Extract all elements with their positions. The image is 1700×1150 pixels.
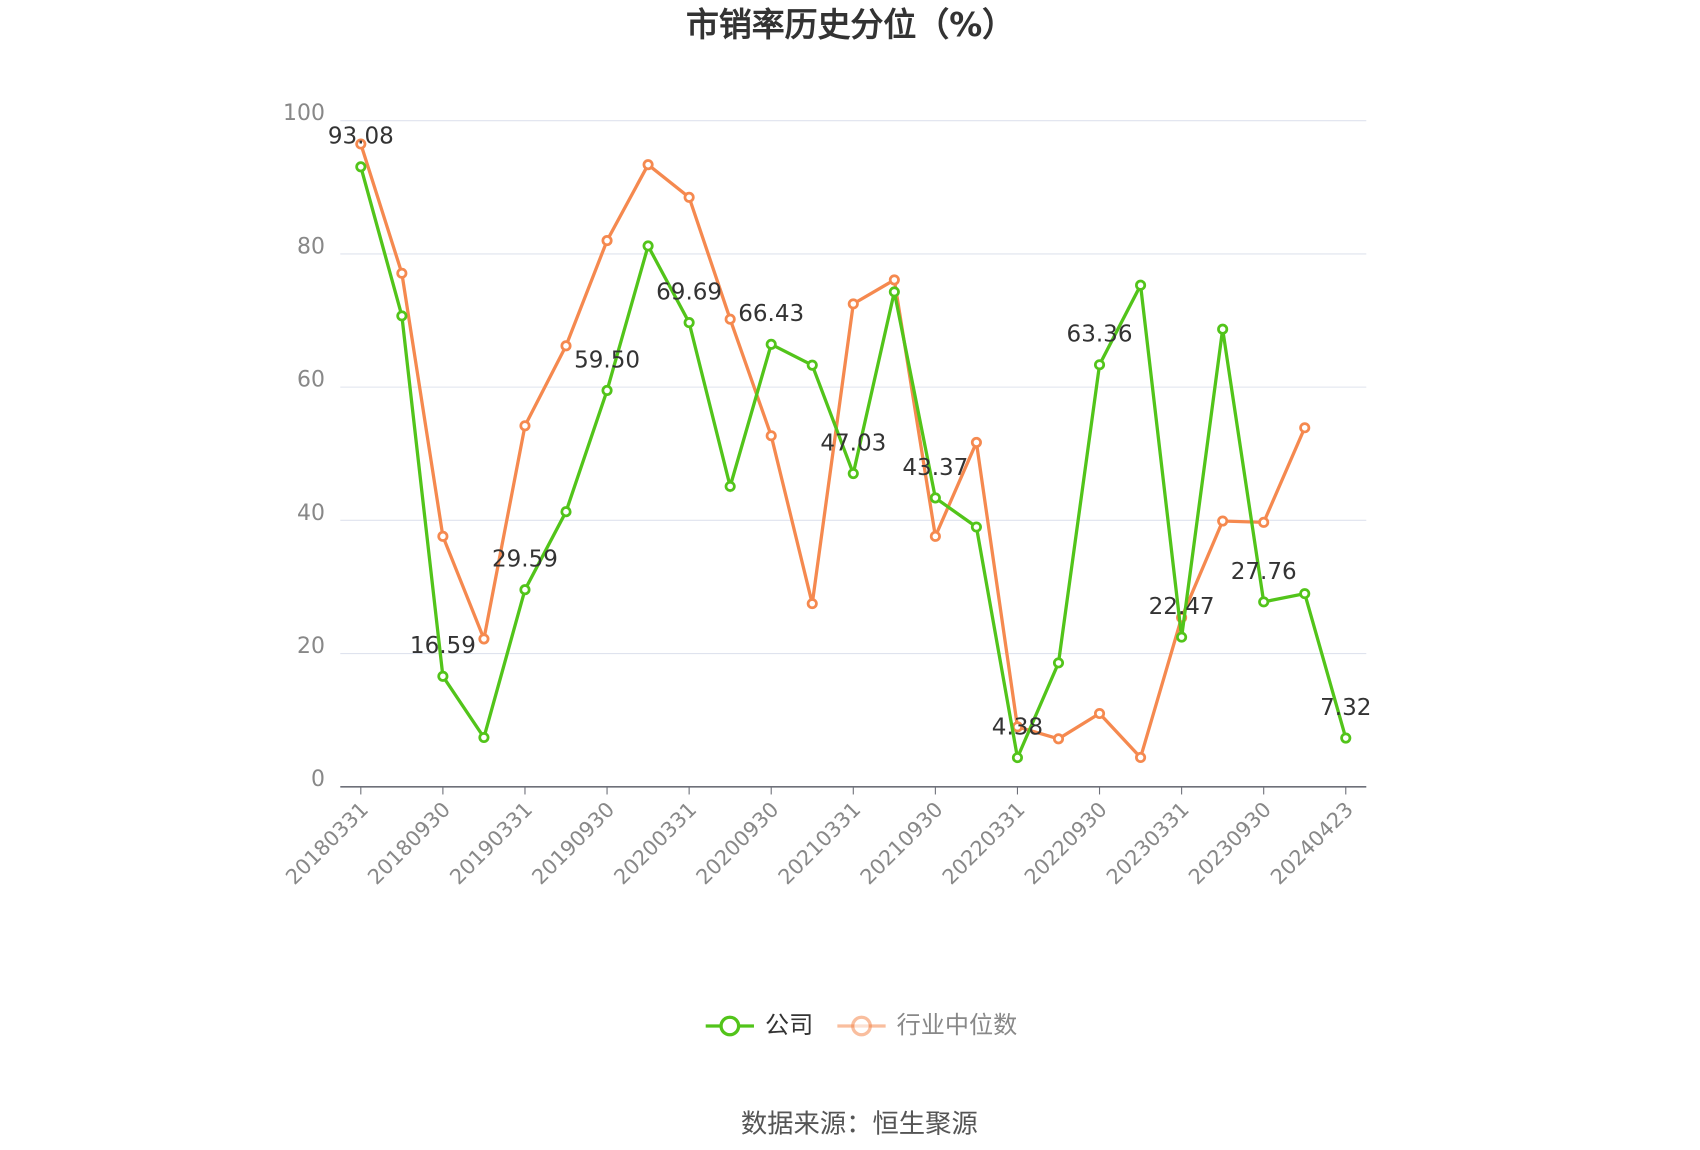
point (519, 420, 531, 432)
point (765, 430, 777, 442)
source-note: 数据来源：恒生聚源 (741, 1109, 978, 1139)
x-tick-label: 20220331 (938, 797, 1030, 889)
data-label: 69.69 (656, 279, 722, 305)
point (724, 480, 736, 492)
x-tick-label: 20240423 (1266, 797, 1358, 889)
point (806, 598, 818, 610)
x-tick-label: 20180331 (281, 797, 373, 889)
y-tick-label: 80 (297, 234, 325, 259)
point (1258, 596, 1270, 608)
chart-title: 市销率历史分位（%） (686, 5, 1015, 44)
data-label: 27.76 (1231, 559, 1297, 585)
data-label: 43.37 (902, 455, 968, 481)
point (1093, 359, 1106, 371)
point (683, 317, 695, 329)
point (396, 267, 408, 279)
point (1340, 732, 1352, 744)
legend-marker (851, 1015, 872, 1037)
point (888, 274, 900, 286)
point (1135, 751, 1147, 764)
point (560, 506, 572, 518)
data-label: 16.59 (410, 633, 476, 659)
x-tick-label: 20230930 (1184, 797, 1276, 889)
point (437, 530, 449, 542)
point (1011, 752, 1023, 764)
data-label: 29.59 (492, 547, 558, 573)
point (1217, 515, 1229, 527)
series-line (359, 166, 1348, 764)
point (437, 670, 449, 682)
point (355, 138, 367, 150)
point (929, 530, 941, 542)
point (519, 584, 531, 596)
point (765, 338, 777, 350)
legend-label: 公司 (765, 1011, 813, 1039)
data-label: 66.43 (738, 301, 804, 327)
point (1299, 588, 1311, 600)
y-tick-label: 0 (311, 767, 325, 792)
y-tick-label: 20 (297, 634, 325, 659)
series-line (359, 143, 1307, 761)
point (396, 310, 408, 322)
data-label: 47.03 (820, 430, 886, 456)
data-label: 4.38 (992, 714, 1043, 740)
point (1217, 323, 1229, 335)
x-tick-label: 20220930 (1020, 797, 1112, 889)
point (642, 159, 654, 171)
point (1135, 279, 1147, 291)
y-tick-label: 40 (297, 501, 325, 526)
x-tick-label: 20200930 (691, 797, 783, 889)
point (478, 731, 490, 744)
point (683, 191, 695, 203)
point (478, 633, 490, 645)
x-tick-label: 20190331 (445, 797, 537, 889)
point (847, 467, 859, 480)
point (970, 436, 982, 448)
point (847, 298, 859, 310)
point (1052, 733, 1065, 745)
point (642, 240, 654, 252)
point (355, 161, 367, 173)
data-label: 22.47 (1149, 594, 1215, 620)
y-tick-label: 60 (297, 368, 325, 393)
point (1176, 631, 1188, 643)
x-tick-label: 20230331 (1102, 797, 1194, 889)
x-tick-label: 20210930 (856, 797, 948, 889)
y-tick-label: 100 (283, 101, 325, 126)
data-label: 63.36 (1067, 322, 1133, 348)
data-label: 7.32 (1320, 695, 1371, 721)
x-tick-label: 20180930 (363, 797, 455, 889)
legend-label: 行业中位数 (897, 1011, 1018, 1039)
x-tick-label: 20190930 (527, 797, 619, 889)
point (1258, 516, 1270, 528)
point (724, 313, 736, 325)
data-label: 93.08 (328, 124, 394, 150)
x-tick-label: 20200331 (609, 797, 701, 889)
legend-marker (719, 1015, 741, 1037)
data-label: 59.50 (574, 347, 640, 373)
point (601, 235, 613, 247)
point (929, 492, 941, 504)
point (888, 286, 900, 298)
point (806, 359, 818, 371)
point (1093, 707, 1106, 720)
point (1052, 657, 1065, 669)
x-tick-label: 20210331 (774, 797, 866, 889)
point (1299, 422, 1311, 434)
point (560, 340, 572, 352)
point (601, 384, 613, 397)
point (970, 521, 982, 533)
